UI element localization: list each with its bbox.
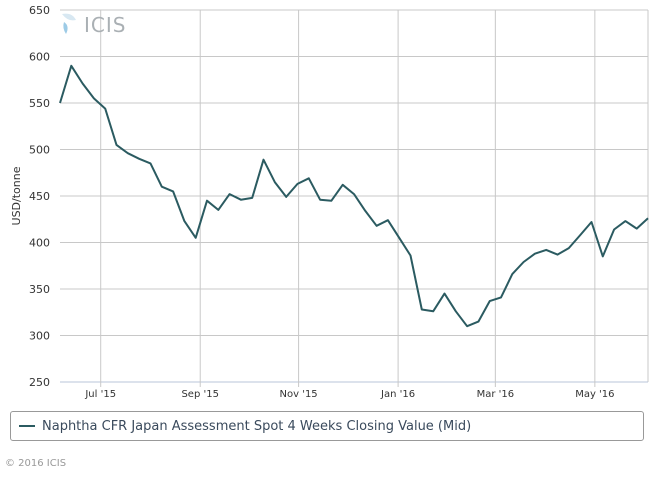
grid [60,9,649,387]
y-tick-label: 450 [29,190,50,203]
x-tick-label: Jan '16 [380,389,415,400]
legend-swatch [19,425,35,427]
x-tick-label: Jul '15 [84,389,116,400]
copyright: © 2016 ICIS [5,458,67,469]
x-tick-label: May '16 [575,389,614,400]
y-axis: 250 300 350 400 450 500 550 600 650 [29,4,50,389]
y-tick-label: 350 [29,283,50,296]
line-chart: 250 300 350 400 450 500 550 600 650 Jul '15 Sep '… [10,4,649,400]
series-line[interactable] [59,64,649,328]
y-tick-label: 500 [29,144,50,157]
y-tick-label: 250 [29,376,50,389]
y-tick-label: 400 [29,237,50,250]
y-tick-label: 650 [29,4,50,17]
y-tick-label: 550 [29,97,50,110]
x-tick-label: Sep '15 [181,389,219,400]
y-axis-label: USD/tonne [10,166,23,225]
legend[interactable]: Naphtha CFR Japan Assessment Spot 4 Week… [10,411,644,441]
x-tick-label: Mar '16 [477,389,515,400]
x-tick-label: Nov '15 [280,389,318,400]
logo-text: ICIS [84,13,127,37]
legend-label: Naphtha CFR Japan Assessment Spot 4 Week… [42,418,472,434]
y-tick-label: 600 [29,51,50,64]
logo-icon [62,13,76,34]
x-axis: Jul '15 Sep '15 Nov '15 Jan '16 Mar '16 May '… [84,389,614,400]
icis-logo: ICIS [60,12,126,38]
y-tick-label: 300 [29,330,50,343]
